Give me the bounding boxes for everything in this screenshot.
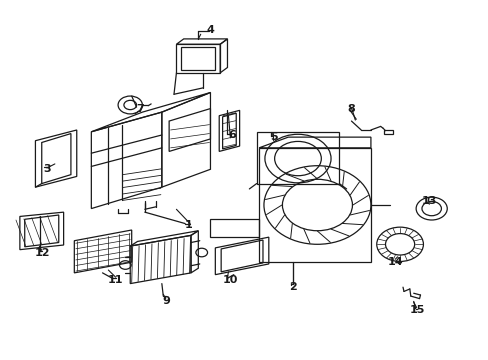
Text: 13: 13 [421, 197, 436, 206]
Text: 3: 3 [44, 164, 51, 174]
Text: 7: 7 [136, 104, 143, 113]
Text: 15: 15 [408, 305, 424, 315]
Text: 11: 11 [108, 275, 123, 285]
Text: 8: 8 [347, 104, 355, 113]
Text: 4: 4 [206, 25, 214, 35]
Text: 9: 9 [163, 296, 170, 306]
Text: 2: 2 [289, 282, 296, 292]
Text: 12: 12 [35, 248, 50, 258]
Text: 10: 10 [222, 275, 237, 285]
Text: 1: 1 [184, 220, 192, 230]
Text: 6: 6 [228, 130, 236, 140]
Text: 5: 5 [269, 132, 277, 142]
Bar [383, 130, 392, 134]
Text: 14: 14 [386, 257, 402, 267]
